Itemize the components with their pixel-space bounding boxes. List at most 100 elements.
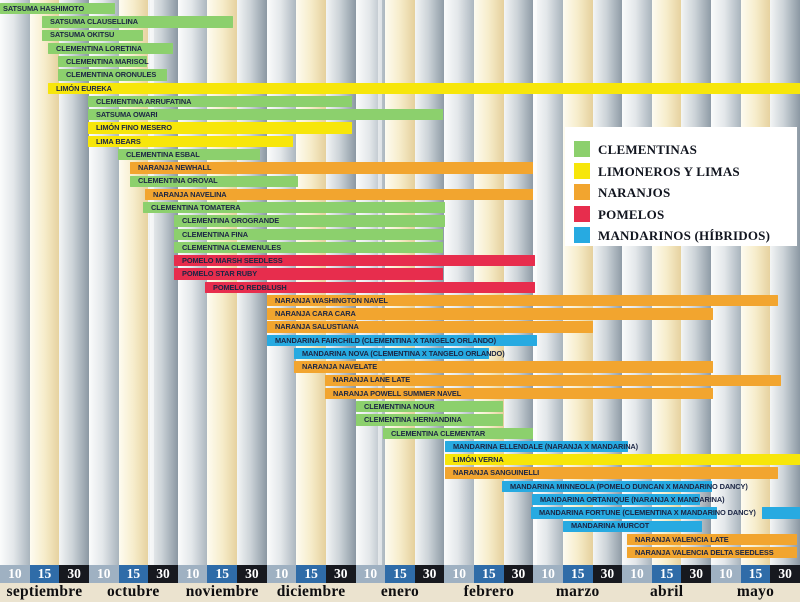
season-bar: CLEMENTINA OROVAL: [130, 175, 298, 187]
season-bar: CLEMENTINA CLEMENULES: [174, 241, 443, 254]
legend-item-limoneros: LIMONEROS Y LIMAS: [565, 162, 797, 181]
axis-tick-cell: 15: [740, 565, 771, 583]
season-bar-label: CLEMENTINA TOMATERA: [151, 202, 241, 212]
axis-tick-cell: 10: [355, 565, 386, 583]
axis-tick-cell: 15: [474, 565, 504, 583]
season-bar: CLEMENTINA ARRUFATINA: [88, 95, 352, 108]
season-bar-label: CLEMENTINA FINA: [182, 229, 248, 239]
season-bar-label: CLEMENTINA NOUR: [364, 402, 435, 412]
season-bar: CLEMENTINA ESBAL: [118, 148, 260, 161]
season-bar-label: NARANJA CARA CARA: [275, 309, 356, 319]
background-stripe: [88, 0, 119, 565]
season-bar: CLEMENTINA MARISOL: [58, 56, 149, 68]
axis-tick-cell: 30: [414, 565, 445, 583]
season-bar-label: LIMÓN FINO MESERO: [96, 123, 172, 133]
season-bar: MANDARINA ORTANIQUE (NARANJA X MANDARINA…: [532, 493, 725, 506]
season-bar: NARANJA NAVELATE: [294, 361, 713, 373]
axis-tick-cell: 30: [592, 565, 623, 583]
season-bar: SATSUMA OKITSU: [42, 29, 143, 41]
season-bar-label: CLEMENTINA ORONULES: [66, 70, 157, 80]
season-bar-label: MANDARINA NOVA (CLEMENTINA X TANGELO ORL…: [302, 348, 505, 358]
season-bar-label: MANDARINA ELLENDALE (NARANJA X MANDARINA…: [453, 441, 639, 451]
legend-item-naranjos: NARANJOS: [565, 184, 797, 202]
season-bar: POMELO MARSH SEEDLESS: [174, 255, 535, 267]
season-bar: [762, 507, 800, 519]
season-bar: CLEMENTINA FINA: [174, 228, 443, 240]
season-bar: NARANJA SANGUINELLI: [445, 467, 778, 479]
legend-swatch-naranjos: [574, 184, 590, 201]
fold-crease: [533, 0, 537, 565]
axis-month-label: noviembre: [185, 583, 259, 600]
legend-item-pomelos: POMELOS: [565, 205, 797, 224]
season-bar-label: NARANJA POWELL SUMMER NAVEL: [333, 388, 462, 398]
legend-swatch-mandarinos: [574, 227, 590, 244]
season-bar-label: CLEMENTINA CLEMENULES: [182, 242, 282, 252]
season-bar: MANDARINA ELLENDALE (NARANJA X MANDARINA…: [445, 440, 638, 453]
axis-tick-cell: 15: [562, 565, 593, 583]
season-bar-label: NARANJA SALUSTIANA: [275, 322, 359, 332]
season-bar: LIMÓN EUREKA: [48, 82, 800, 94]
season-bar-label: SATSUMA OKITSU: [50, 30, 115, 40]
season-bar: MANDARINA MINNEOLA (POMELO DUNCAN X MAND…: [502, 480, 748, 493]
season-bar: SATSUMA CLAUSELLINA: [42, 16, 233, 28]
legend-label: CLEMENTINAS: [598, 142, 697, 157]
axis-tick-cell: 15: [29, 565, 60, 583]
axis-tick-cell: 10: [88, 565, 119, 583]
season-bar: MANDARINA NOVA (CLEMENTINA X TANGELO ORL…: [294, 348, 505, 360]
legend-item-mandarinos: MANDARINOS (HÍBRIDOS): [565, 227, 797, 245]
season-bar-label: NARANJA NAVELINA: [153, 189, 227, 199]
axis-tick-cell: 30: [325, 565, 356, 583]
season-bar: SATSUMA HASHIMOTO: [0, 3, 115, 15]
season-bar-label: MANDARINA FAIRCHILD (CLEMENTINA X TANGEL…: [275, 335, 496, 345]
axis-month-label: septiembre: [6, 583, 83, 600]
season-bar-label: POMELO STAR RUBY: [182, 269, 258, 279]
season-bar-label: CLEMENTINA OROGRANDE: [182, 216, 280, 226]
season-bar: NARANJA POWELL SUMMER NAVEL: [325, 387, 713, 400]
axis-tick-cell: 10: [177, 565, 208, 583]
season-bar: LIMÓN FINO MESERO: [88, 122, 352, 134]
season-bar: MANDARINA MURCOT: [563, 520, 702, 532]
background-stripe: [0, 0, 31, 565]
season-bar: SATSUMA OWARI: [88, 109, 443, 121]
legend-swatch-limoneros: [574, 162, 590, 179]
season-bar-label: NARANJA VALENCIA LATE: [635, 534, 729, 544]
axis-tick-cell: 15: [118, 565, 149, 583]
season-bar: NARANJA WASHINGTON NAVEL: [267, 294, 778, 307]
season-bar-label: NARANJA NEWHALL: [138, 163, 212, 173]
season-bar-label: CLEMENTINA MARISOL: [66, 57, 149, 67]
background-stripe: [59, 0, 90, 565]
season-bar: CLEMENTINA CLEMENTAR: [383, 427, 533, 439]
legend-label: POMELOS: [598, 206, 665, 222]
season-bar: NARANJA VALENCIA DELTA SEEDLESS: [627, 547, 797, 559]
season-bar: POMELO REDBLUSH: [205, 281, 535, 293]
month-labels-strip: [0, 583, 800, 602]
background-stripe: [118, 0, 149, 565]
season-bar: CLEMENTINA TOMATERA: [143, 202, 445, 214]
legend-label: MANDARINOS (HÍBRIDOS): [598, 228, 771, 244]
season-bar-label: LIMÓN EUREKA: [56, 83, 112, 93]
season-bar-label: CLEMENTINA LORETINA: [56, 43, 143, 53]
season-bar-label: MANDARINA MURCOT: [571, 521, 650, 531]
season-bar: CLEMENTINA OROGRANDE: [174, 215, 445, 227]
background-stripe: [177, 0, 208, 565]
fold-crease: [150, 0, 154, 565]
axis-tick-cell: 10: [266, 565, 297, 583]
axis-tick-cell: 30: [503, 565, 534, 583]
background-stripe: [29, 0, 60, 565]
season-bar-label: NARANJA WASHINGTON NAVEL: [275, 295, 388, 305]
axis-tick-cell: 10: [711, 565, 741, 583]
axis-tick-cell: 30: [59, 565, 89, 583]
axis-month-label: mayo: [736, 583, 775, 600]
season-bar-label: POMELO MARSH SEEDLESS: [182, 256, 283, 266]
season-bar: NARANJA NEWHALL: [130, 162, 533, 174]
season-bar-label: LIMA BEARS: [96, 136, 141, 146]
legend-swatch-clementinas: [574, 141, 590, 157]
season-bar-label: SATSUMA OWARI: [96, 110, 158, 120]
axis-tick-cell: 15: [296, 565, 326, 583]
season-bar: POMELO STAR RUBY: [174, 268, 443, 280]
legend-swatch-pomelos: [574, 205, 590, 222]
season-bar-label: SATSUMA HASHIMOTO: [3, 3, 85, 13]
season-bar-label: CLEMENTINA ARRUFATINA: [96, 96, 192, 106]
axis-month-label: abril: [649, 583, 684, 600]
